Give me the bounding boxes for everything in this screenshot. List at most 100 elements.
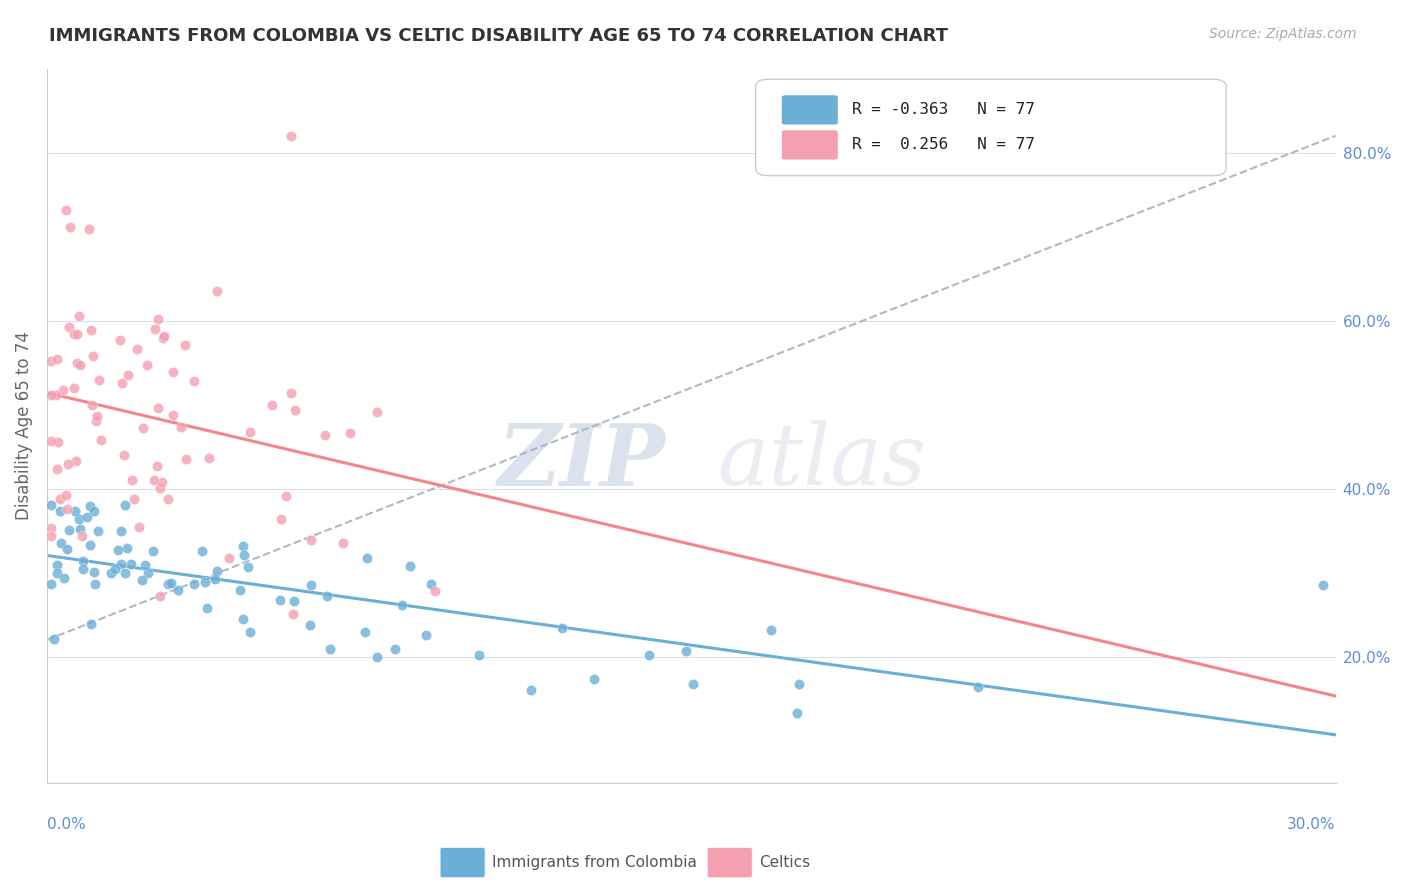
Point bbox=[63, 381, 86, 395]
Point bbox=[120, 557, 142, 571]
Point bbox=[146, 401, 169, 415]
Point bbox=[274, 489, 297, 503]
Point bbox=[262, 398, 284, 412]
Point bbox=[519, 683, 541, 698]
Point bbox=[232, 539, 254, 553]
Point bbox=[110, 524, 132, 539]
Point bbox=[72, 528, 94, 542]
Text: ZIP: ZIP bbox=[498, 419, 665, 503]
Point bbox=[314, 427, 336, 442]
FancyBboxPatch shape bbox=[782, 95, 838, 125]
Y-axis label: Disability Age 65 to 74: Disability Age 65 to 74 bbox=[15, 331, 32, 520]
Point bbox=[39, 388, 62, 402]
Point bbox=[115, 541, 138, 555]
Point bbox=[239, 625, 262, 640]
Point bbox=[356, 551, 378, 566]
Point bbox=[100, 566, 122, 581]
FancyBboxPatch shape bbox=[755, 79, 1226, 176]
Point bbox=[52, 384, 75, 398]
Point bbox=[143, 322, 166, 336]
Point bbox=[46, 558, 69, 572]
Point bbox=[218, 551, 240, 566]
Point bbox=[205, 284, 228, 298]
Point bbox=[55, 202, 77, 217]
Point bbox=[183, 577, 205, 591]
Point bbox=[84, 414, 107, 428]
Point bbox=[283, 594, 305, 608]
Point bbox=[63, 504, 86, 518]
Point bbox=[162, 408, 184, 422]
Point bbox=[89, 372, 111, 386]
Point bbox=[398, 558, 420, 573]
Point bbox=[79, 538, 101, 552]
Point bbox=[77, 222, 100, 236]
Point bbox=[233, 549, 256, 563]
Point bbox=[72, 554, 94, 568]
Text: R = -0.363   N = 77: R = -0.363 N = 77 bbox=[852, 103, 1035, 118]
Point bbox=[148, 589, 170, 603]
Point bbox=[49, 491, 72, 506]
Point bbox=[205, 565, 228, 579]
Point bbox=[104, 562, 127, 576]
Point bbox=[162, 365, 184, 379]
Point bbox=[136, 566, 159, 581]
Point bbox=[204, 572, 226, 586]
Point bbox=[45, 388, 67, 402]
Point bbox=[353, 624, 375, 639]
Point bbox=[87, 524, 110, 538]
Point bbox=[41, 577, 63, 591]
Text: Immigrants from Colombia: Immigrants from Colombia bbox=[492, 855, 697, 870]
Text: R =  0.256   N = 77: R = 0.256 N = 77 bbox=[852, 137, 1035, 153]
Point bbox=[39, 529, 62, 543]
Point bbox=[318, 642, 340, 657]
Point bbox=[132, 421, 155, 435]
Point bbox=[56, 541, 79, 556]
Point bbox=[280, 128, 302, 143]
Point bbox=[173, 338, 195, 352]
Point bbox=[415, 628, 437, 642]
Point bbox=[198, 450, 221, 465]
Point bbox=[332, 536, 354, 550]
Point bbox=[682, 676, 704, 690]
Point bbox=[269, 592, 291, 607]
Point bbox=[110, 557, 132, 571]
Point bbox=[551, 621, 574, 635]
Point bbox=[56, 457, 79, 471]
Point bbox=[107, 542, 129, 557]
Point bbox=[423, 584, 446, 599]
Point bbox=[281, 607, 304, 621]
Point bbox=[239, 425, 262, 439]
Point bbox=[63, 327, 86, 342]
Point bbox=[183, 374, 205, 388]
Point bbox=[65, 356, 87, 370]
Point bbox=[56, 502, 79, 516]
Point bbox=[83, 565, 105, 579]
Point bbox=[136, 359, 159, 373]
Point bbox=[69, 522, 91, 536]
Point bbox=[48, 434, 70, 449]
Point bbox=[128, 520, 150, 534]
Point bbox=[58, 523, 80, 537]
Point bbox=[48, 504, 70, 518]
Point bbox=[759, 623, 782, 637]
Point bbox=[65, 454, 87, 468]
Point bbox=[142, 544, 165, 558]
Point bbox=[148, 312, 170, 326]
Point bbox=[146, 459, 169, 474]
Point bbox=[52, 571, 75, 585]
Point bbox=[79, 499, 101, 513]
Point bbox=[72, 562, 94, 576]
Point bbox=[366, 405, 388, 419]
Point bbox=[114, 566, 136, 580]
Point bbox=[152, 331, 174, 345]
Text: 0.0%: 0.0% bbox=[46, 817, 86, 832]
Point bbox=[76, 509, 98, 524]
Point bbox=[191, 544, 214, 558]
Point bbox=[41, 354, 63, 368]
Point bbox=[58, 320, 80, 334]
Point bbox=[284, 402, 307, 417]
Text: Source: ZipAtlas.com: Source: ZipAtlas.com bbox=[1209, 27, 1357, 41]
Point bbox=[111, 376, 134, 391]
Point bbox=[112, 448, 135, 462]
FancyBboxPatch shape bbox=[782, 130, 838, 160]
